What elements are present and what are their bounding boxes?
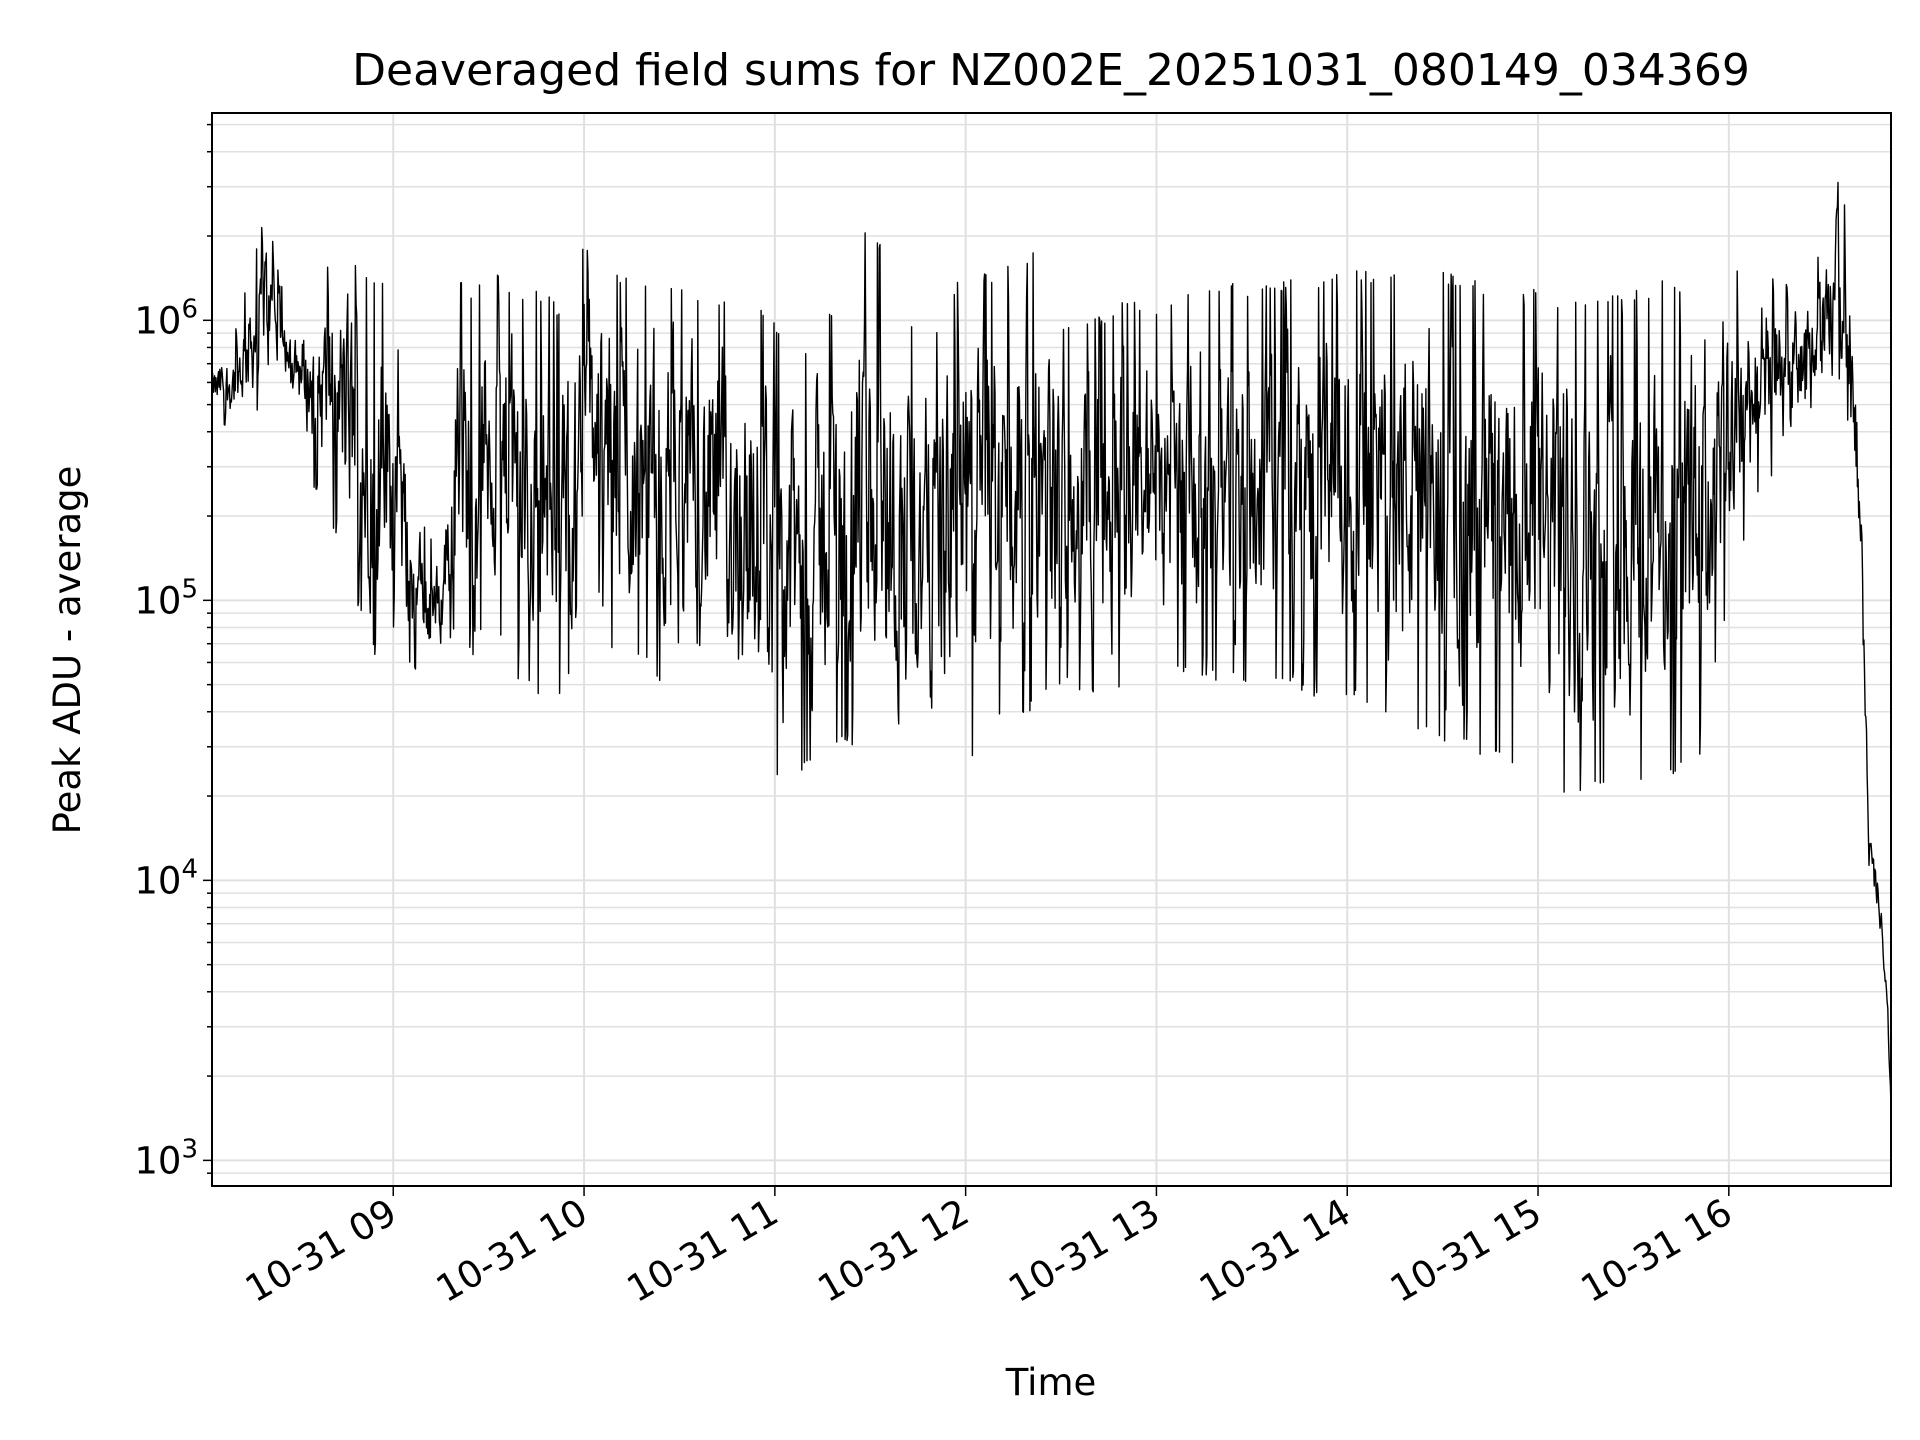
x-tick-label: 10-31 12 [811, 1191, 977, 1311]
y-tick-label: 105 [134, 574, 198, 622]
x-tick-label: 10-31 11 [620, 1191, 786, 1311]
x-axis-label: Time [1005, 1361, 1097, 1404]
series-layer [211, 181, 1892, 1108]
series-line [211, 181, 1892, 1108]
x-tick-label: 10-31 16 [1574, 1191, 1740, 1311]
x-tick-label: 10-31 09 [238, 1191, 404, 1311]
plot-frame [211, 112, 1892, 1187]
y-tick-label: 106 [134, 294, 198, 342]
y-tick-label: 104 [134, 854, 198, 902]
x-tick-label: 10-31 13 [1001, 1191, 1167, 1311]
y-tick-label: 103 [134, 1134, 198, 1182]
x-tick-label: 10-31 15 [1383, 1191, 1549, 1311]
x-tick-label: 10-31 14 [1192, 1191, 1358, 1311]
tick-layer: 10-31 09 10-31 10 10-31 11 10-31 12 10-31 13… [134, 123, 1740, 1311]
x-tick-label: 10-31 10 [429, 1191, 595, 1311]
chart-title: Deaveraged field sums for NZ002E_2025103… [352, 45, 1750, 96]
y-axis-label: Peak ADU - average [46, 466, 89, 835]
grid-layer [212, 113, 1891, 1186]
